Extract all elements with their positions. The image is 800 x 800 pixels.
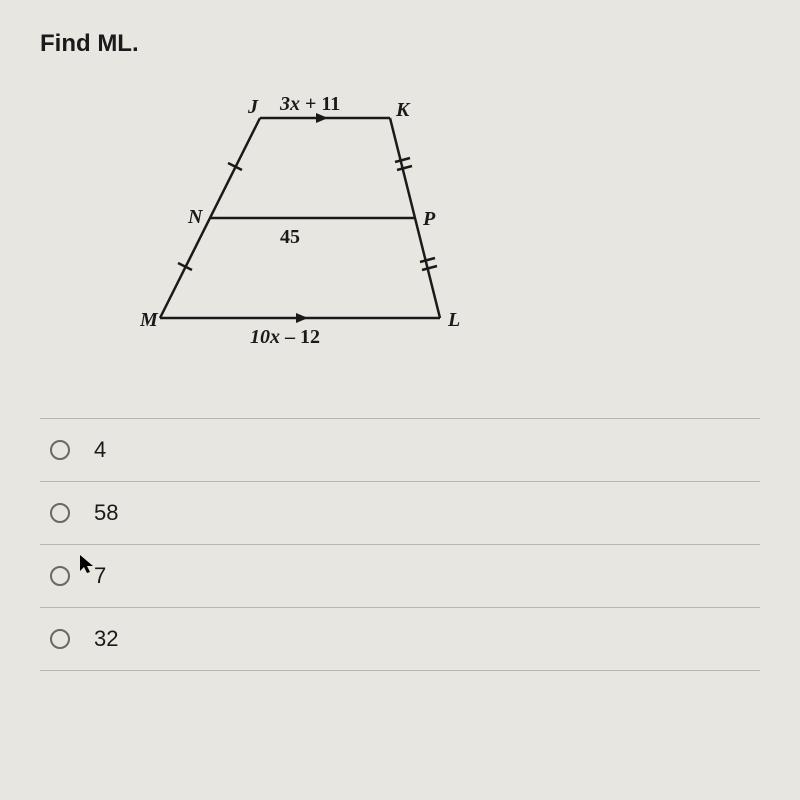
radio-icon[interactable] — [50, 503, 70, 523]
radio-icon[interactable] — [50, 440, 70, 460]
option-label: 7 — [94, 563, 106, 589]
option-label: 32 — [94, 626, 118, 652]
vertex-L: L — [447, 309, 460, 331]
option-row[interactable]: 58 — [40, 482, 760, 545]
tick-KP-1 — [395, 158, 410, 162]
answer-options: 4 58 7 32 — [40, 418, 760, 671]
option-row[interactable]: 4 — [40, 419, 760, 482]
label-NP: 45 — [280, 226, 300, 248]
vertex-K: K — [395, 99, 411, 121]
radio-icon[interactable] — [50, 566, 70, 586]
label-JK: 3x + 11 — [279, 93, 340, 115]
tick-PL-1 — [420, 258, 435, 262]
question-title: Find ML. — [40, 30, 760, 58]
label-ML: 10x – 12 — [250, 326, 320, 348]
arrow-ML — [296, 313, 308, 323]
option-row[interactable]: 7 — [40, 545, 760, 608]
vertex-N: N — [187, 206, 204, 228]
vertex-M: M — [140, 309, 159, 331]
vertex-P: P — [422, 208, 436, 230]
vertex-J: J — [247, 96, 259, 118]
trapezoid-diagram: J K N P M L 3x + 11 45 10x – 12 — [140, 78, 470, 358]
option-row[interactable]: 32 — [40, 608, 760, 671]
radio-icon[interactable] — [50, 629, 70, 649]
tick-PL-2 — [422, 266, 437, 270]
option-label: 4 — [94, 437, 106, 463]
option-label: 58 — [94, 500, 118, 526]
tick-KP-2 — [397, 166, 412, 170]
